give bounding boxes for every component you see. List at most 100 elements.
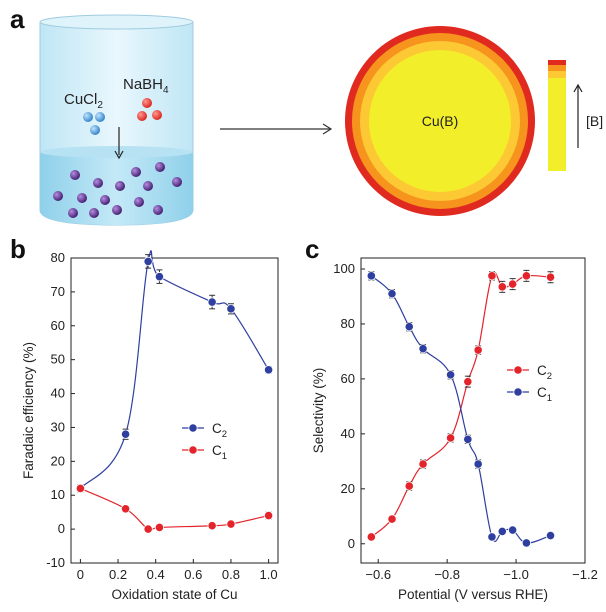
cu-sphere [83, 112, 93, 122]
data-point [207, 297, 217, 307]
y-tick-label: 20 [341, 481, 355, 496]
legend-label: C2 [537, 363, 552, 382]
data-point [75, 483, 86, 494]
legend-label: C2 [212, 421, 227, 440]
y-tick-label: 0 [58, 521, 65, 536]
data-point [545, 530, 556, 541]
data-point [497, 282, 507, 292]
legend-marker [513, 387, 523, 397]
x-tick-label: 0.6 [184, 567, 202, 582]
gradient-label: [B] [586, 113, 603, 129]
reagent-1-label: CuCl2 [64, 91, 103, 111]
x-axis-label: Potential (V versus RHE) [398, 587, 548, 602]
data-point [545, 272, 556, 282]
data-point [366, 532, 376, 542]
data-point [404, 322, 414, 332]
x-tick-label: −0.8 [434, 567, 460, 582]
x-tick-label: −1.0 [503, 567, 529, 582]
y-tick-label: 30 [51, 419, 65, 434]
series-line [80, 487, 269, 531]
b-sphere [137, 111, 147, 121]
data-point [366, 271, 376, 281]
data-point [226, 304, 236, 314]
data-point [463, 377, 473, 387]
series-line [370, 275, 551, 544]
schematic-panel: CuCl2 NaBH4 [39, 14, 603, 226]
data-point [445, 370, 456, 380]
data-point [497, 526, 507, 537]
panel-label-a: a [10, 4, 25, 34]
data-point [487, 271, 497, 281]
data-point [418, 459, 428, 469]
gradient-arrow [573, 83, 583, 148]
data-point [154, 272, 165, 282]
plot-frame [360, 257, 586, 564]
data-point [404, 481, 414, 491]
x-axis-label: Oxidation state of Cu [111, 587, 237, 602]
y-tick-label: 100 [333, 261, 355, 276]
process-arrow [220, 123, 333, 135]
y-tick-label: 80 [51, 250, 65, 265]
legend-marker [188, 445, 198, 455]
data-point [487, 532, 497, 542]
y-tick-label: 20 [51, 453, 65, 468]
particle-label: Cu(B) [422, 113, 459, 129]
boron-gradient-bar [548, 60, 566, 171]
data-point [207, 521, 217, 531]
data-point [387, 514, 397, 524]
x-tick-label: 0.4 [147, 567, 165, 582]
y-tick-label: 60 [51, 318, 65, 333]
x-tick-label: −1.2 [572, 567, 598, 582]
data-point [508, 525, 518, 535]
x-tick-label: 0.8 [222, 567, 240, 582]
beaker [39, 14, 194, 226]
data-point [226, 519, 236, 529]
cu-b-particle [345, 26, 535, 216]
product-spheres [53, 162, 182, 218]
data-point [521, 538, 532, 548]
legend-label: C1 [537, 385, 552, 404]
chart-b: 0 0.2 0.4 0.6 0.8 1.0 -10 0 10 20 30 40 50 60 70 80 Oxid… [21, 250, 279, 602]
series-line [370, 271, 551, 538]
x-tick-label: 0 [77, 567, 84, 582]
panel-label-c: c [305, 234, 320, 264]
y-tick-label: 50 [51, 352, 65, 367]
data-point [445, 433, 456, 443]
y-axis-label: Selectivity (%) [311, 368, 326, 454]
data-point [473, 459, 483, 469]
data-point [120, 429, 131, 439]
y-tick-label: 40 [51, 386, 65, 401]
data-point [154, 522, 165, 533]
y-tick-label: -10 [46, 555, 65, 570]
mixing-arrow [114, 127, 124, 160]
chart-c: −0.6 −0.8 −1.0 −1.2 0 20 40 60 80 100 Potential (V… [311, 257, 598, 602]
data-point [418, 344, 428, 354]
plot-frame [70, 257, 279, 564]
data-point [387, 289, 397, 299]
legend-marker [513, 365, 523, 375]
data-point [521, 271, 532, 281]
x-tick-label: 0.2 [109, 567, 127, 582]
data-point [143, 524, 153, 534]
data-point [263, 510, 274, 521]
legend-label: C1 [212, 443, 227, 462]
y-tick-label: 60 [341, 371, 355, 386]
b-sphere [152, 110, 162, 120]
reagent-2-label: NaBH4 [123, 76, 169, 96]
y-tick-label: 70 [51, 284, 65, 299]
y-tick-label: 10 [51, 487, 65, 502]
data-point [143, 256, 153, 266]
panel-label-b: b [10, 234, 26, 264]
b-sphere [142, 98, 152, 108]
data-point [263, 365, 274, 375]
y-tick-label: 40 [341, 426, 355, 441]
data-point [473, 345, 483, 355]
data-point [508, 279, 518, 289]
x-tick-label: −0.6 [365, 567, 391, 582]
y-axis-label: Faradaic efficiency (%) [21, 342, 36, 479]
data-point [120, 504, 131, 514]
data-point [463, 434, 473, 444]
cu-sphere [90, 125, 100, 135]
x-tick-label: 1.0 [260, 567, 278, 582]
